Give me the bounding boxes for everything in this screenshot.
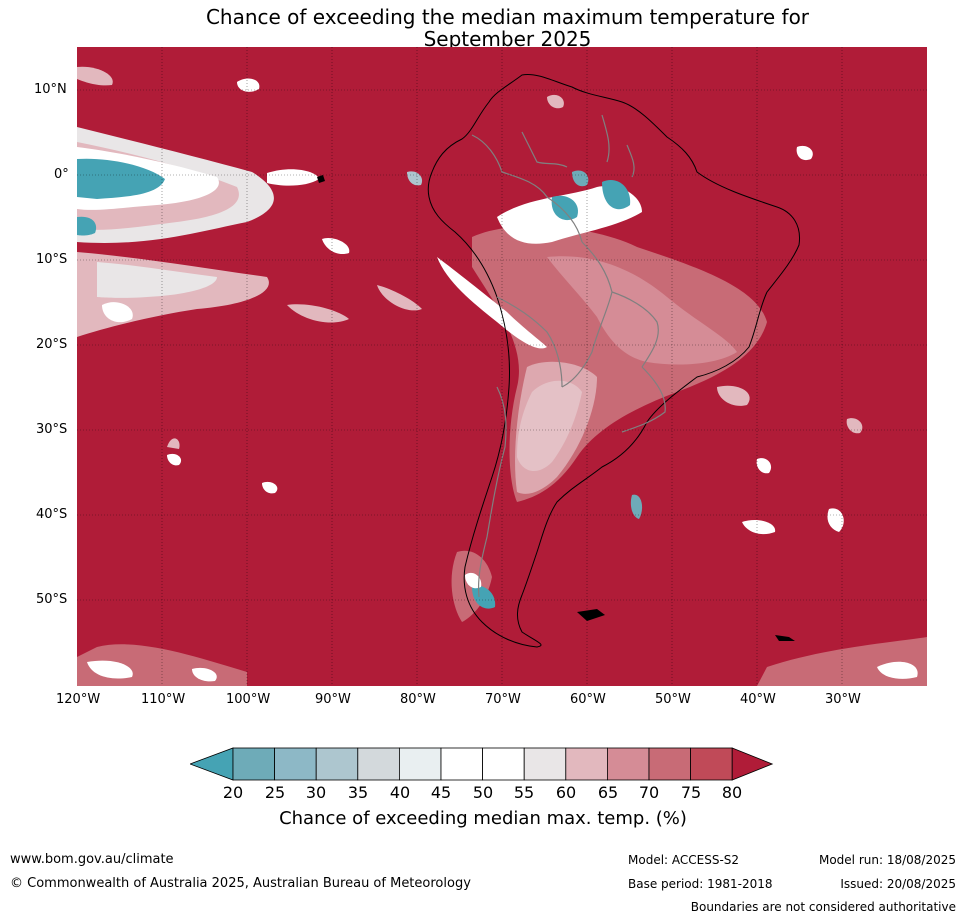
colorbar-tick-70: 70 [638, 783, 660, 802]
lat-label-10s: 10°S [36, 252, 68, 267]
lon-label-30w: 30°W [825, 692, 861, 707]
country-borders [471, 114, 666, 598]
footer-disclaimer: Boundaries are not considered authoritat… [690, 900, 956, 914]
colorbar-tick-25: 25 [264, 783, 286, 802]
atlantic-blob-2 [827, 508, 844, 532]
footer-model: Model: ACCESS-S2 [628, 853, 740, 867]
galapagos-islands [317, 175, 325, 183]
sa-patagonia-blue [472, 585, 496, 609]
pacific-blue-blob [77, 158, 165, 199]
lon-label-100w: 100°W [226, 692, 271, 707]
lat-label-10n: 10°N [34, 82, 67, 97]
colorbar-segment [523, 747, 567, 781]
sa-andes-white-band [437, 257, 547, 349]
colorbar-tick-20: 20 [222, 783, 244, 802]
sa-central-pink [515, 361, 597, 494]
colorbar-segment [648, 747, 691, 781]
pacific-blob-6 [87, 660, 133, 679]
lon-label-40w: 40°W [740, 692, 776, 707]
lon-label-60w: 60°W [570, 692, 606, 707]
pacific-blob-2 [322, 237, 350, 255]
colorbar-segment [315, 747, 359, 781]
lat-label-30s: 30°S [36, 422, 68, 437]
atlantic-blob-9 [846, 418, 863, 434]
sa-amazon-blue-2 [602, 179, 631, 210]
atlantic-blob-8 [547, 94, 564, 109]
lon-label-110w: 110°W [141, 692, 186, 707]
colorbar-title: Chance of exceeding median max. temp. (%… [279, 808, 687, 829]
colorbar-tick-75: 75 [680, 783, 702, 802]
pacific-blob-10 [262, 481, 278, 494]
colorbar-segment [606, 747, 650, 781]
atlantic-blob-4 [717, 385, 750, 406]
colorbar-tick-35: 35 [347, 783, 369, 802]
pacific-blob-11 [167, 438, 180, 449]
colorbar-segment [232, 747, 275, 781]
pacific-east-white [267, 169, 319, 186]
colorbar-tick-50: 50 [472, 783, 494, 802]
atlantic-blob-7 [877, 661, 918, 679]
colorbar-segment [357, 747, 400, 781]
south-america-anomaly-region [407, 94, 927, 686]
pacific-white-patch [102, 302, 133, 323]
atlantic-blob-5 [756, 458, 772, 474]
atlantic-blob-1 [742, 520, 776, 535]
pacific-blob-9 [167, 453, 182, 466]
sa-amazon-blue-1 [551, 195, 578, 221]
lon-label-80w: 80°W [400, 692, 436, 707]
pacific-blue-small [77, 216, 97, 236]
map-title-line-2: September 2025 [423, 27, 592, 51]
falkland-islands [577, 609, 605, 621]
pacific-blob-4 [377, 285, 422, 311]
colorbar-tick-65: 65 [597, 783, 619, 802]
lon-label-90w: 90°W [315, 692, 351, 707]
colorbar-segment [398, 747, 442, 781]
lat-label-20s: 20°S [36, 337, 68, 352]
sa-amazon-blue-3 [572, 170, 589, 187]
colorbar [190, 747, 774, 781]
map-gridlines [77, 47, 927, 686]
footer-model-run: Model run: 18/08/2025 [818, 853, 956, 867]
footer-copyright: © Commonwealth of Australia 2025, Austra… [10, 876, 471, 891]
colorbar-segment [690, 747, 733, 781]
map-title-line-1: Chance of exceeding the median maximum t… [205, 5, 810, 29]
colorbar-tick-80: 80 [721, 783, 743, 802]
colorbar-segment [482, 747, 525, 781]
pacific-blob-7 [192, 667, 217, 682]
south-georgia-island [775, 635, 795, 641]
atlantic-blob-3 [796, 145, 813, 161]
sa-patagonia-white [465, 572, 482, 589]
colorbar-segment [565, 747, 608, 781]
colorbar-tick-30: 30 [305, 783, 327, 802]
colorbar-arrow-high [731, 747, 774, 781]
lon-label-50w: 50°W [655, 692, 691, 707]
sa-light-pink-zone [547, 256, 737, 365]
pacific-blob-3 [287, 304, 349, 323]
colorbar-tick-45: 45 [430, 783, 452, 802]
pacific-blob-1 [237, 78, 260, 92]
footer-website: www.bom.gov.au/climate [10, 852, 174, 867]
sa-falklands-blob [630, 494, 643, 519]
south-america-coastline [427, 73, 801, 648]
lat-label-50s: 50°S [36, 592, 68, 607]
pacific-south-white [97, 262, 217, 298]
colorbar-arrow-low [190, 747, 234, 781]
footer-base-period: Base period: 1981-2018 [628, 877, 773, 891]
colorbar-tick-55: 55 [513, 783, 535, 802]
lon-label-70w: 70°W [485, 692, 521, 707]
map-panel [77, 47, 927, 686]
map-background [77, 47, 927, 686]
lat-label-40s: 40°S [36, 507, 68, 522]
pacific-blob-8 [77, 66, 113, 86]
map-canvas [77, 47, 927, 686]
colorbar-segment [274, 747, 317, 781]
lon-label-120w: 120°W [56, 692, 101, 707]
colorbar-tick-60: 60 [555, 783, 577, 802]
colorbar-tick-40: 40 [389, 783, 411, 802]
colorbar-segment [440, 747, 483, 781]
footer-issued: Issued: 20/08/2025 [840, 877, 956, 891]
lat-label-0: 0° [54, 167, 69, 182]
